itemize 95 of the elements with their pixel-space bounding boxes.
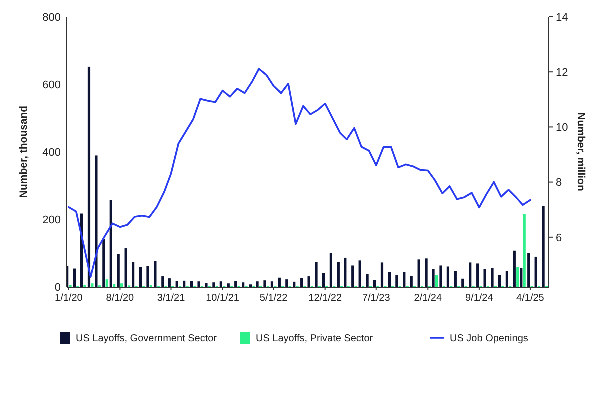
y2-axis-title: Number, million [575,112,587,192]
bar [176,281,178,287]
y2-tick-label: 6 [556,232,562,244]
bar [212,282,216,287]
bar [102,239,106,287]
bar [498,275,502,287]
bar [506,271,508,287]
bar [106,280,108,287]
bar [454,271,457,287]
bar [542,206,545,287]
y2-tick-label: 14 [556,12,568,24]
legend-label: US Layoffs, Private Sector [256,334,374,344]
x-tick-label: 8/1/20 [106,293,135,304]
bar [403,272,406,287]
x-tick-label: 5/1/22 [260,293,288,304]
bar [264,280,266,287]
bar [432,269,435,287]
x-tick-label: 1/1/20 [55,293,84,304]
y-axis-title: Number, thousand [18,106,30,198]
bar [462,278,464,287]
bar [190,281,194,287]
bar [117,254,120,287]
bar [388,272,392,287]
bar [425,258,428,287]
bar [484,269,486,287]
bar [358,260,362,287]
bar [139,267,142,287]
y-tick-label: 200 [42,214,61,226]
bar [491,268,494,287]
x-tick-label: 9/1/24 [466,293,494,304]
bar [410,276,413,287]
y-tick-label: 400 [42,146,61,159]
bar [256,282,259,287]
bar [110,200,112,287]
bar [270,282,274,287]
bar [330,253,332,287]
line-series [68,68,532,278]
bar [132,262,135,287]
legend-label: US Job Openings [450,334,528,344]
bar [528,253,530,287]
x-tick-label: 4/1/25 [516,293,545,304]
bar [227,284,230,287]
bar [154,261,157,287]
bar [516,267,520,287]
bar [322,274,326,287]
bar [380,262,384,287]
x-tick-label: 3/1/21 [157,293,186,304]
bar [534,256,538,287]
bar [278,278,281,287]
bar [435,275,438,287]
bar [513,250,516,287]
bar [315,262,318,287]
bar [440,266,442,287]
bar [308,276,310,287]
y2-tick-label: 12 [556,66,568,79]
y2-tick-label: 8 [556,177,562,190]
bar [300,278,304,287]
bar [162,276,164,287]
bar [120,284,124,287]
bar [95,156,98,287]
bar [91,284,94,287]
x-tick-label: 7/1/23 [362,293,391,304]
bar [286,280,288,287]
x-tick-label: 10/1/21 [206,293,240,304]
bar [520,268,523,287]
bar [234,281,238,287]
bar [337,262,340,287]
bar [242,282,245,287]
x-tick-label: 12/1/22 [308,293,342,304]
bar [366,274,369,287]
bar [373,280,376,287]
bar [205,283,208,287]
y-tick-label: 0 [54,282,61,294]
y-tick-label: 600 [42,79,61,92]
bar [146,266,150,287]
bar [198,282,200,287]
bar [88,66,91,287]
y-tick-label: 800 [42,12,61,24]
bar [73,268,76,287]
bar [344,258,347,287]
bar [124,248,128,287]
legend-label: US Layoffs, Government Sector [76,334,218,344]
y2-tick-label: 10 [556,122,568,134]
bar [183,280,186,287]
bar [352,266,354,287]
bar [293,282,296,287]
bar [469,262,472,287]
bar [168,278,171,287]
bar [220,282,222,287]
bar [418,260,420,287]
bar [476,264,480,287]
bar [523,214,526,287]
bar [446,266,450,287]
bar [396,275,398,287]
x-tick-label: 2/1/24 [414,293,442,304]
